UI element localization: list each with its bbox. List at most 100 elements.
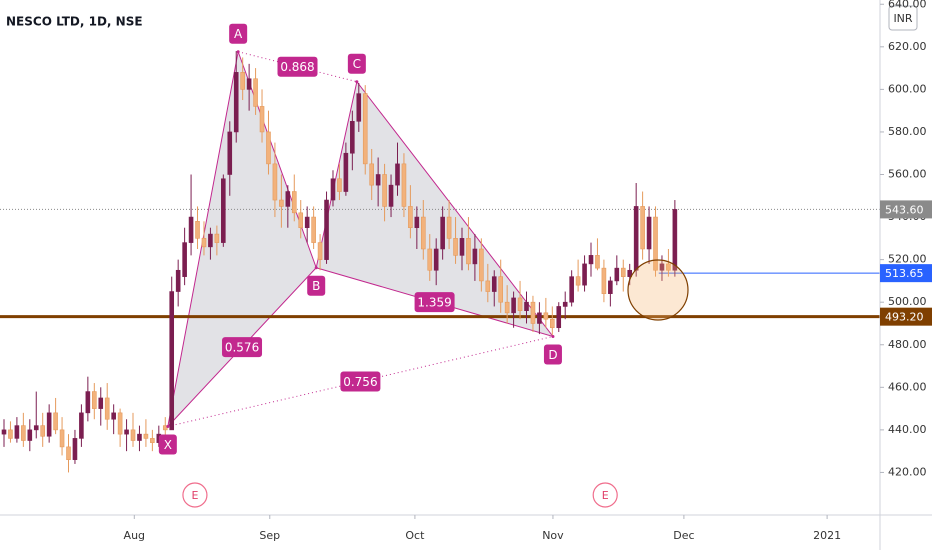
candle-body [330, 178, 336, 201]
highlight-circle [627, 259, 689, 321]
pattern-point [166, 424, 170, 428]
candle-body [653, 216, 658, 271]
y-tick-label: 480.00 [888, 338, 927, 351]
candle-body [33, 425, 39, 431]
ratio-label: 0.576 [225, 341, 259, 355]
candle-body [291, 191, 297, 214]
candle-body [175, 269, 181, 292]
x-tick-label: Nov [542, 529, 564, 542]
point-label: D [548, 348, 557, 362]
candle-body [627, 269, 633, 277]
candle-body [672, 209, 678, 271]
candle-body [117, 412, 123, 435]
candle-body [311, 216, 316, 243]
plot: 0.868 0.576 1.359 0.756 X A B C D E E [0, 23, 880, 508]
candle-body [633, 206, 639, 271]
candle-body [440, 216, 445, 250]
pattern-point [355, 80, 359, 84]
chart-title: NESCO LTD, 1D, NSE [6, 15, 143, 29]
level-label: 543.60 [885, 203, 924, 216]
event-marker [592, 482, 618, 508]
candle-body [279, 199, 284, 207]
candle-body [504, 301, 510, 314]
candle-body [14, 425, 20, 439]
x-tick-label: Aug [124, 529, 145, 542]
y-tick-label: 420.00 [888, 465, 927, 478]
candle-body [188, 216, 194, 243]
candle-body [1, 429, 7, 435]
candle-body [472, 248, 478, 265]
pattern-point [236, 50, 240, 54]
candle-body [498, 276, 504, 303]
candle-body [401, 163, 407, 207]
point-label: B [312, 279, 320, 293]
candle-body [569, 276, 574, 303]
candle-body [72, 438, 78, 460]
level-box [880, 200, 932, 219]
candle-body [446, 216, 452, 239]
candle-body [588, 255, 594, 265]
ratio-label: 0.756 [343, 375, 377, 389]
point-box [229, 23, 248, 44]
candle-body [433, 248, 439, 271]
point-box [307, 275, 326, 296]
candle-body [640, 206, 645, 250]
point-label: A [234, 27, 243, 41]
candle-body [466, 238, 471, 265]
y-tick-label: 580.00 [888, 125, 927, 138]
candle-body [27, 429, 33, 441]
candle-body [511, 297, 516, 314]
candle-body [266, 131, 271, 165]
point-label: C [353, 57, 361, 71]
candle-body [562, 301, 568, 307]
currency-box[interactable] [888, 5, 918, 31]
candle-body [104, 397, 110, 420]
candle-body [453, 238, 458, 256]
candle-body [646, 216, 652, 250]
candle-body [298, 212, 304, 229]
level-box [880, 307, 932, 326]
y-tick-label: 460.00 [888, 380, 927, 393]
x-tick-label: 2021 [813, 529, 841, 542]
y-tick-label: 620.00 [888, 40, 927, 53]
candle-body [221, 178, 226, 243]
candle-body [233, 72, 239, 133]
candle-body [324, 199, 329, 260]
candle-body [420, 216, 426, 250]
candle-body [143, 433, 149, 439]
candle-body [614, 267, 620, 282]
candle-body [79, 412, 84, 439]
candle-body [427, 248, 433, 271]
candle-body [356, 93, 362, 122]
candle-body [227, 131, 233, 175]
ratio-box [414, 292, 455, 313]
y-tick-label: 440.00 [888, 423, 927, 436]
candle-body [21, 425, 26, 441]
candle-body [517, 297, 523, 312]
candle-body [169, 291, 175, 431]
candle-body [608, 280, 613, 294]
x-tick-label: Dec [673, 529, 694, 542]
currency: INR [893, 12, 912, 25]
candle-body [543, 312, 549, 320]
pattern-dotted [238, 51, 357, 83]
point-box [158, 434, 177, 455]
candle-body [556, 306, 562, 329]
x-tick-label: Oct [405, 529, 425, 542]
candle-body [201, 238, 207, 248]
ratio-box [340, 371, 381, 392]
candle-body [414, 216, 420, 229]
candle-body [485, 280, 491, 292]
candle-body [408, 206, 413, 229]
y-tick-label: 640.00 [888, 0, 927, 10]
candle-body [208, 233, 213, 248]
event-marker [182, 482, 208, 508]
candle-body [53, 412, 58, 431]
candle-body [182, 242, 187, 277]
candle-body [350, 121, 355, 154]
candle-body [214, 233, 220, 243]
candle-body [524, 301, 529, 312]
candle-body [46, 412, 52, 437]
candle-body [395, 163, 400, 186]
